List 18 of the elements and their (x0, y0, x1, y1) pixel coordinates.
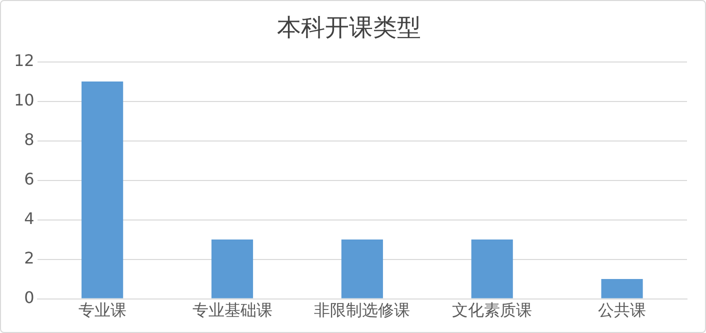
x-tick-label: 文化素质课 (452, 300, 532, 320)
x-tick-label: 专业基础课 (192, 300, 272, 320)
y-tick-label: 10 (14, 90, 34, 110)
chart-title: 本科开课类型 (277, 14, 421, 42)
y-tick-label: 8 (24, 130, 34, 149)
x-tick-label: 公共课 (598, 300, 646, 320)
bar (211, 240, 254, 298)
bar (82, 82, 124, 298)
bar (341, 240, 383, 298)
y-tick-label: 6 (24, 169, 34, 188)
y-tick-label: 2 (24, 248, 34, 268)
y-tick-label: 0 (24, 288, 34, 307)
x-tick-label: 非限制选修课 (314, 300, 410, 320)
y-tick-label: 12 (14, 50, 34, 70)
y-tick-label: 4 (24, 208, 34, 228)
bar (601, 279, 643, 298)
x-tick-label: 专业课 (78, 300, 126, 320)
bar (471, 240, 513, 298)
